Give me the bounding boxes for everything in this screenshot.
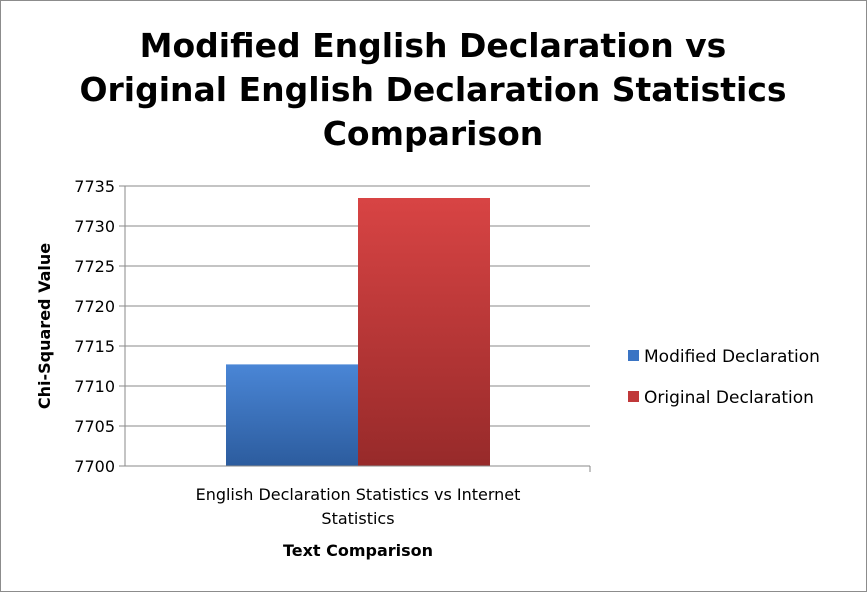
y-tick-label: 7705 bbox=[74, 417, 115, 436]
y-tick-label: 7725 bbox=[74, 257, 115, 276]
legend: Modified Declaration Original Declaration bbox=[628, 347, 820, 408]
axes bbox=[124, 186, 591, 472]
y-tick-label: 7720 bbox=[74, 297, 115, 316]
legend-swatch bbox=[628, 350, 639, 361]
y-tick-label: 7710 bbox=[74, 377, 115, 396]
legend-label: Original Declaration bbox=[644, 388, 814, 408]
x-category-label-line-2: Statistics bbox=[321, 509, 394, 528]
bar-original-declaration bbox=[358, 198, 490, 466]
x-axis-title: Text Comparison bbox=[283, 541, 433, 560]
y-tick-label: 7715 bbox=[74, 337, 115, 356]
chart-title-line-1: Modified English Declaration vs bbox=[140, 26, 727, 65]
bar-modified-declaration bbox=[226, 364, 358, 466]
legend-swatch bbox=[628, 391, 639, 402]
chart-title-line-3: Comparison bbox=[323, 114, 544, 153]
y-tick-label: 7700 bbox=[74, 457, 115, 476]
bars bbox=[226, 198, 490, 466]
chart-title-line-2: Original English Declaration Statistics bbox=[79, 70, 786, 109]
legend-label: Modified Declaration bbox=[644, 347, 820, 367]
y-tick-label: 7730 bbox=[74, 217, 115, 236]
chart-title: Modified English Declaration vs Original… bbox=[79, 26, 786, 153]
y-axis-title: Chi-Squared Value bbox=[35, 243, 54, 409]
x-category-label: English Declaration Statistics vs Intern… bbox=[196, 485, 521, 528]
y-axis-ticks: 7700 7705 7710 7715 7720 7725 7730 7735 bbox=[74, 177, 125, 476]
y-tick-label: 7735 bbox=[74, 177, 115, 196]
x-category-label-line-1: English Declaration Statistics vs Intern… bbox=[196, 485, 521, 504]
